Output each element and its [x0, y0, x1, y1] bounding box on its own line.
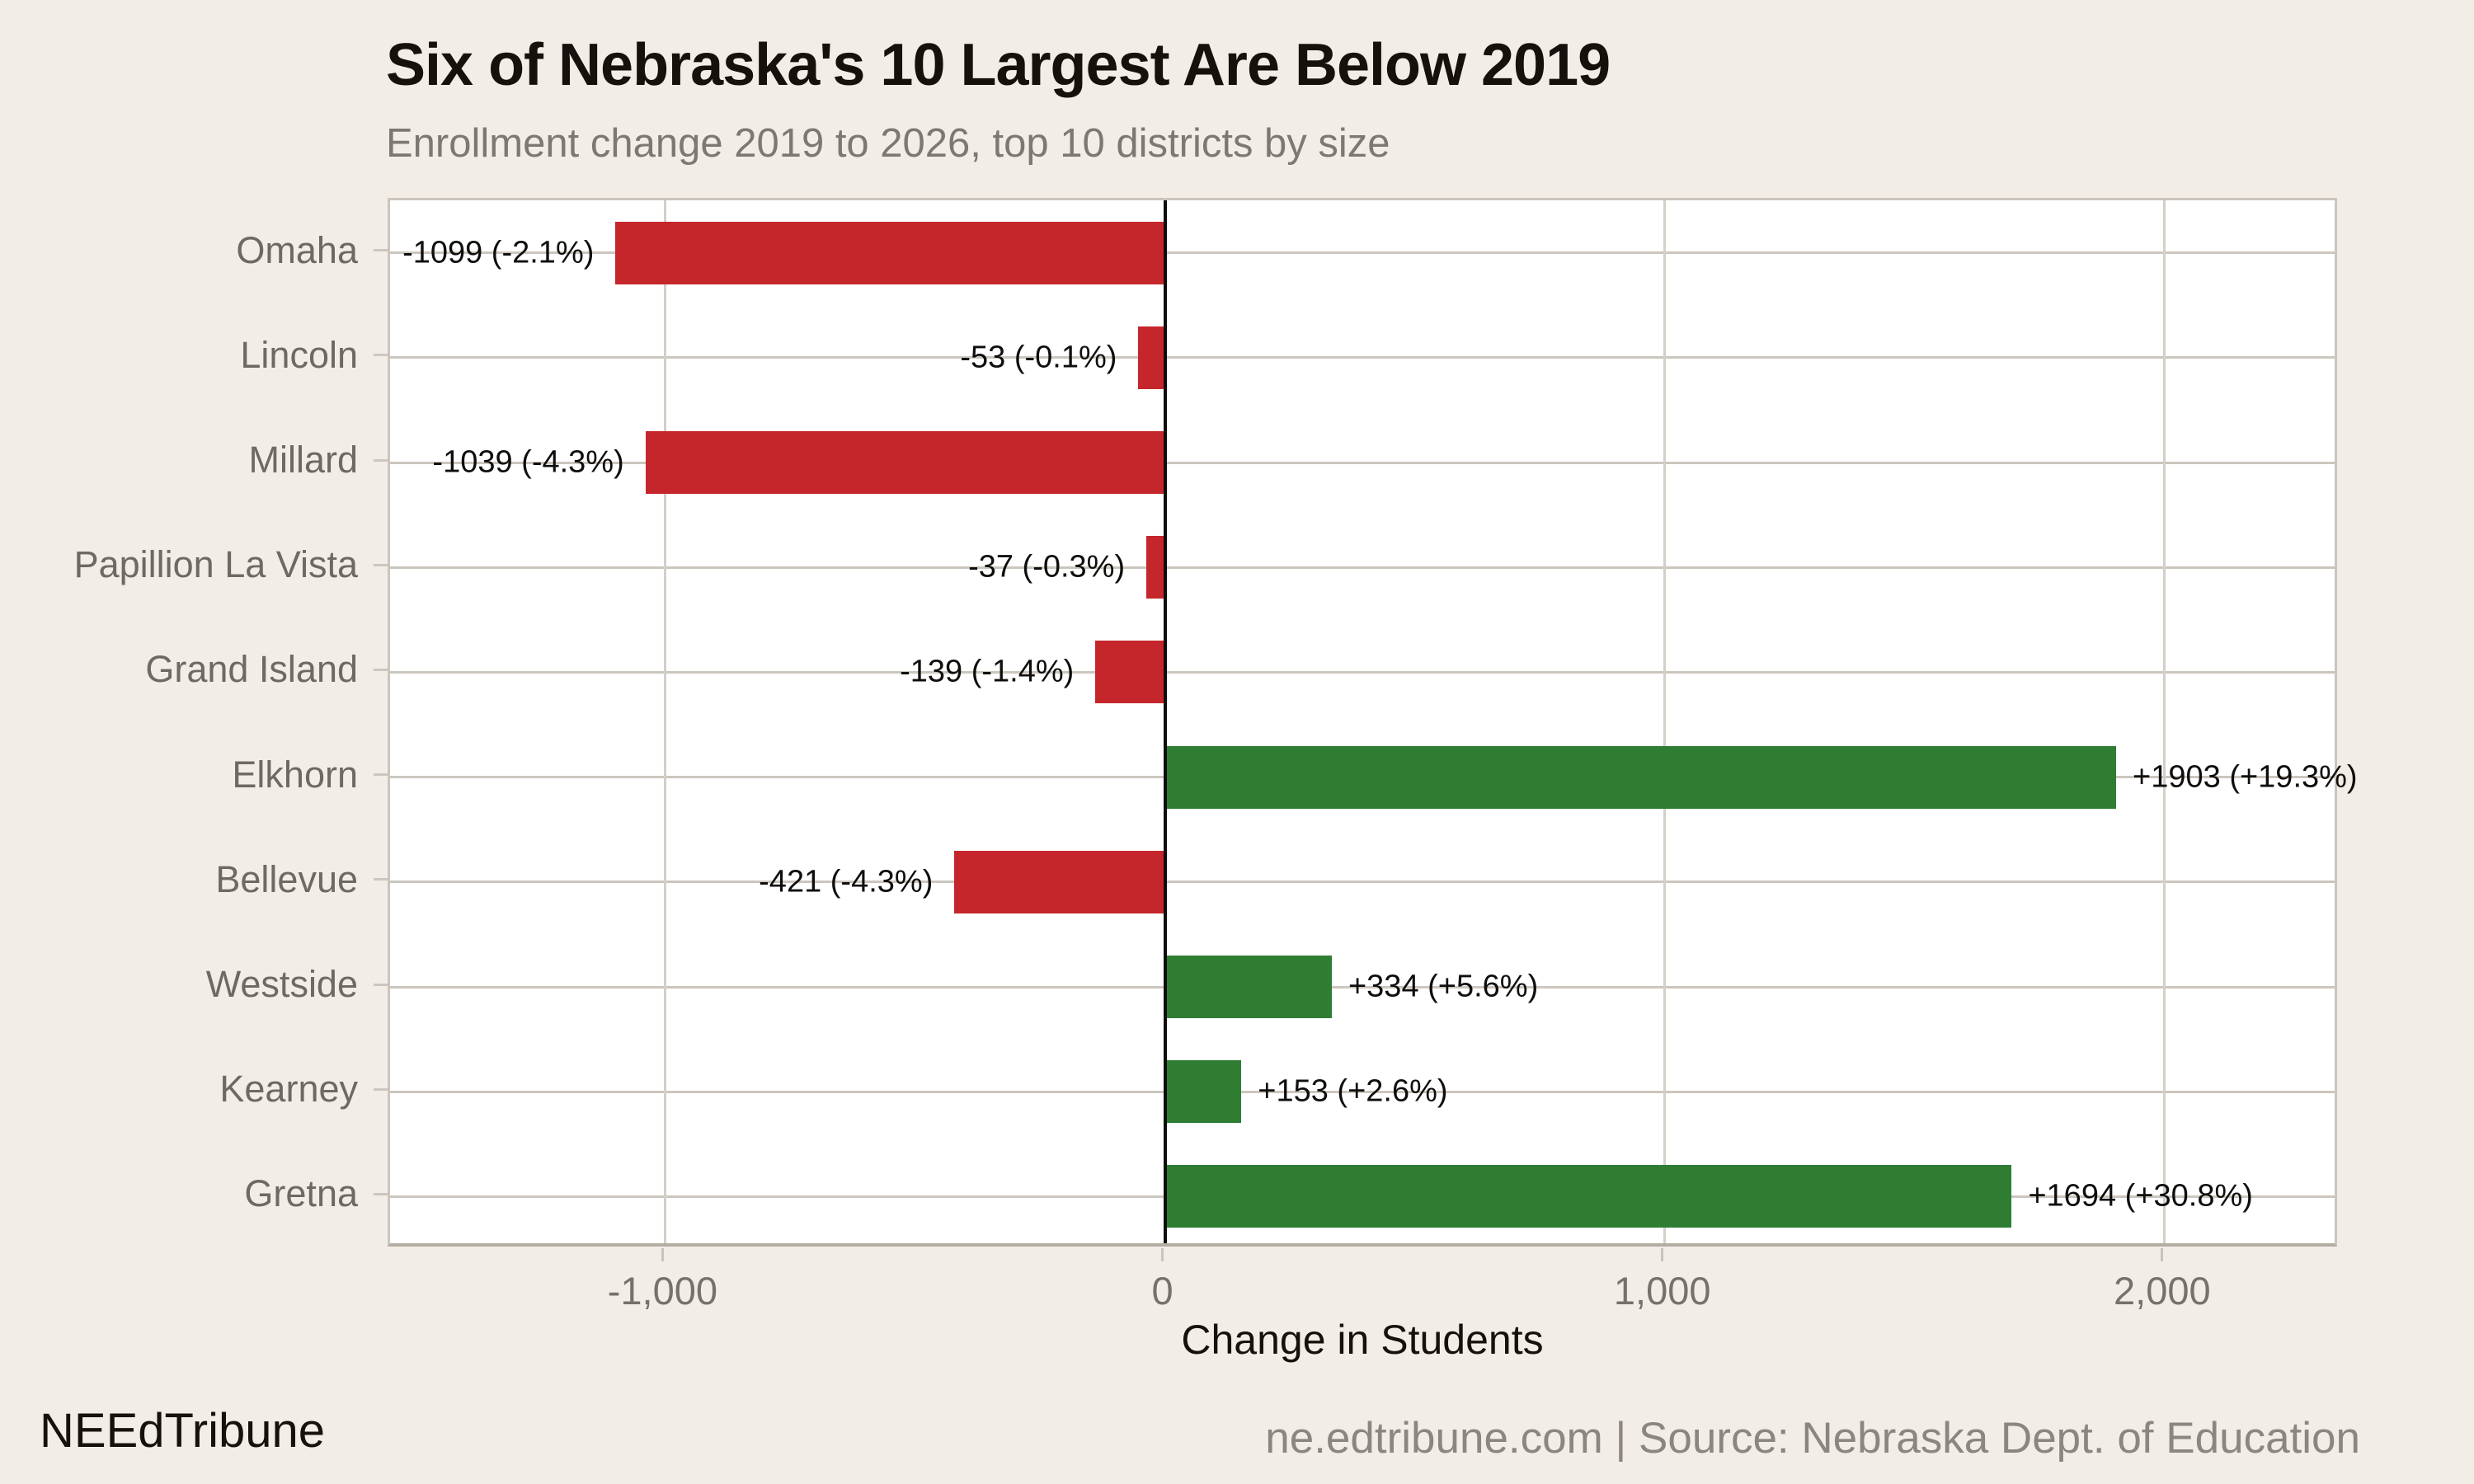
y-tick-lincoln: [374, 354, 388, 357]
bar-lincoln: [1138, 326, 1165, 389]
y-tick-omaha: [374, 249, 388, 252]
y-tick-gretna: [374, 1192, 388, 1195]
bar-westside: [1164, 956, 1332, 1018]
footer-brand: NEEdTribune: [40, 1404, 326, 1458]
y-tick-elkhorn: [374, 773, 388, 777]
y-tick-bellevue: [374, 878, 388, 881]
plot-area: -1099 (-2.1%) -53 (-0.1%) -1039 (-4.3%) -37…: [388, 198, 2358, 1247]
gridline-vertical: [2163, 200, 2166, 1243]
bar-label-grand-island: -139 (-1.4%): [900, 654, 1075, 689]
bar-bellevue: [954, 850, 1165, 913]
gridline-horizontal: [390, 985, 2335, 989]
bar-label-papillion-la-vista: -37 (-0.3%): [968, 549, 1126, 585]
x-tick-label-1000: 1,000: [1613, 1269, 1711, 1313]
y-label-elkhorn: Elkhorn: [232, 753, 358, 796]
y-label-papillion-la-vista: Papillion La Vista: [73, 543, 358, 586]
x-axis-title: Change in Students: [1181, 1317, 1544, 1363]
footer-source: ne.edtribune.com | Source: Nebraska Dept…: [1265, 1414, 2360, 1463]
y-label-grand-island: Grand Island: [145, 648, 358, 691]
y-label-gretna: Gretna: [244, 1172, 358, 1215]
gridline-horizontal: [390, 881, 2335, 884]
chart-title: Six of Nebraska's 10 Largest Are Below 2…: [386, 32, 1611, 98]
chart-subtitle: Enrollment change 2019 to 2026, top 10 d…: [386, 121, 1390, 166]
x-tick-0: [1161, 1248, 1164, 1261]
bar-gretna: [1164, 1165, 2012, 1228]
bar-grand-island: [1095, 641, 1165, 704]
y-label-kearney: Kearney: [219, 1068, 358, 1111]
bar-omaha: [615, 221, 1165, 284]
bar-elkhorn: [1164, 745, 2117, 809]
x-tick-label-2000: 2,000: [2114, 1269, 2211, 1313]
y-tick-westside: [374, 983, 388, 986]
x-tick-label-0: 0: [1151, 1269, 1174, 1313]
y-tick-millard: [374, 458, 388, 462]
x-tick-2000: [2161, 1248, 2164, 1261]
bar-label-elkhorn: +1903 (+19.3%): [2133, 759, 2358, 795]
x-tick-1000: [1661, 1248, 1664, 1261]
bar-label-gretna: +1694 (+30.8%): [2028, 1178, 2253, 1214]
bar-label-omaha: -1099 (-2.1%): [402, 235, 595, 270]
x-tick-label--1000: -1,000: [607, 1269, 718, 1313]
y-label-westside: Westside: [205, 963, 358, 1005]
y-label-omaha: Omaha: [236, 228, 358, 271]
bar-millard: [645, 431, 1165, 494]
y-label-millard: Millard: [248, 439, 358, 481]
gridline-horizontal: [390, 461, 2335, 464]
gridline-vertical: [1663, 200, 1667, 1243]
y-label-bellevue: Bellevue: [215, 857, 358, 900]
gridline-horizontal: [390, 566, 2335, 569]
gridline-horizontal: [390, 670, 2335, 674]
y-tick-kearney: [374, 1087, 388, 1091]
y-label-lincoln: Lincoln: [240, 333, 358, 376]
bar-kearney: [1164, 1060, 1242, 1124]
gridline-vertical: [663, 200, 666, 1243]
x-tick--1000: [661, 1248, 664, 1261]
bar-label-millard: -1039 (-4.3%): [432, 444, 624, 480]
y-tick-grand-island: [374, 668, 388, 671]
gridline-horizontal: [390, 251, 2335, 255]
gridline-horizontal: [390, 1090, 2335, 1093]
gridline-horizontal: [390, 356, 2335, 359]
bar-label-bellevue: -421 (-4.3%): [759, 864, 934, 899]
y-tick-papillion-la-vista: [374, 563, 388, 566]
zero-baseline: [1163, 200, 1167, 1243]
bar-label-kearney: +153 (+2.6%): [1258, 1073, 1448, 1109]
bar-label-westside: +334 (+5.6%): [1348, 969, 1539, 1004]
bar-papillion-la-vista: [1146, 536, 1165, 599]
bar-label-lincoln: -53 (-0.1%): [960, 340, 1117, 375]
